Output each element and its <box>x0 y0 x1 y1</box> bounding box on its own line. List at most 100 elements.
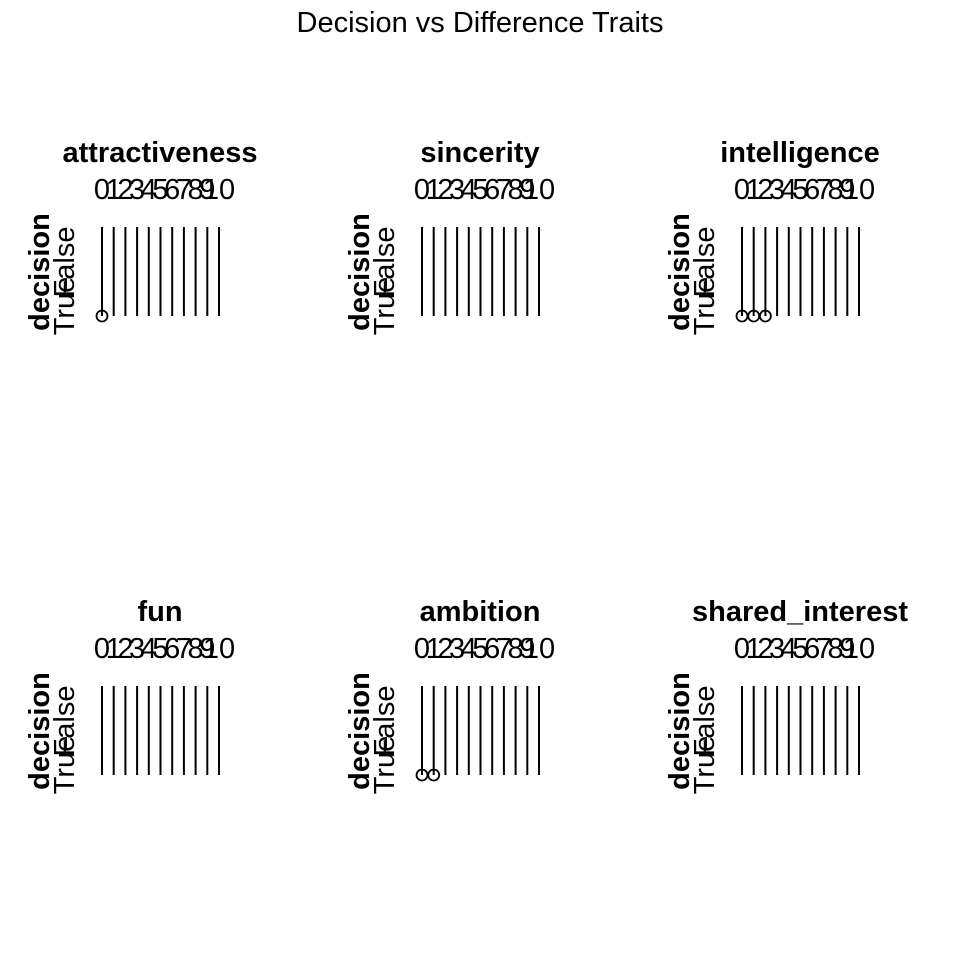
panel-title: ambition <box>420 596 541 628</box>
x-tick-label: 10 <box>203 174 235 206</box>
panel-title: sincerity <box>420 137 539 169</box>
x-tick-label: 0 <box>94 633 110 665</box>
x-tick-label: 1 <box>426 174 442 206</box>
y-tick-label: False <box>689 227 721 298</box>
x-tick-label: 7 <box>496 174 512 206</box>
x-tick-label: 2 <box>437 633 453 665</box>
x-tick-label: 1 <box>106 633 122 665</box>
x-tick-label: 3 <box>129 633 145 665</box>
y-tick-label: False <box>369 686 401 757</box>
x-tick-label: 10 <box>843 174 875 206</box>
x-tick-label: 6 <box>164 633 180 665</box>
y-axis-label: decision <box>24 672 56 790</box>
x-tick-label: 1 <box>426 633 442 665</box>
x-tick-label: 10 <box>523 633 555 665</box>
y-tick-label: True <box>369 277 401 336</box>
panel-title: fun <box>137 596 182 628</box>
x-tick-label: 5 <box>472 174 488 206</box>
x-tick-label: 2 <box>757 174 773 206</box>
y-tick-label: True <box>689 277 721 336</box>
y-axis-label: decision <box>344 213 376 331</box>
x-tick-label: 0 <box>94 174 110 206</box>
y-tick-label: False <box>49 686 81 757</box>
x-tick-label: 3 <box>449 633 465 665</box>
x-tick-label: 5 <box>152 174 168 206</box>
y-tick-label: False <box>689 686 721 757</box>
data-point <box>427 768 441 782</box>
x-tick-label: 9 <box>839 174 855 206</box>
x-tick-label: 1 <box>746 633 762 665</box>
x-tick-label: 9 <box>199 633 215 665</box>
x-tick-label: 6 <box>164 174 180 206</box>
x-tick-label: 0 <box>734 174 750 206</box>
data-point <box>759 309 772 323</box>
x-tick-label: 3 <box>769 174 785 206</box>
x-tick-label: 5 <box>472 633 488 665</box>
chart-title: Decision vs Difference Traits <box>297 7 664 39</box>
x-tick-label: 7 <box>176 633 192 665</box>
x-tick-label: 8 <box>828 633 844 665</box>
panel-title: shared_interest <box>692 596 908 628</box>
y-tick-label: True <box>49 736 81 795</box>
x-tick-label: 8 <box>508 174 524 206</box>
x-tick-label: 2 <box>757 633 773 665</box>
x-tick-label: 5 <box>792 633 808 665</box>
x-tick-label: 8 <box>508 633 524 665</box>
data-point <box>95 309 109 323</box>
x-tick-label: 5 <box>792 174 808 206</box>
y-tick-label: True <box>49 277 81 336</box>
y-tick-label: False <box>369 227 401 298</box>
y-tick-label: False <box>49 227 81 298</box>
x-tick-label: 9 <box>839 633 855 665</box>
x-tick-label: 10 <box>203 633 235 665</box>
x-tick-label: 4 <box>141 633 157 665</box>
x-tick-label: 9 <box>519 174 535 206</box>
x-tick-label: 0 <box>414 174 430 206</box>
x-tick-label: 7 <box>176 174 192 206</box>
x-tick-label: 0 <box>734 633 750 665</box>
x-tick-label: 4 <box>461 174 477 206</box>
x-tick-label: 3 <box>769 633 785 665</box>
y-axis-label: decision <box>344 672 376 790</box>
x-tick-label: 10 <box>843 633 875 665</box>
panel-title: intelligence <box>720 137 880 169</box>
y-axis-label: decision <box>664 672 696 790</box>
x-tick-label: 2 <box>117 633 133 665</box>
x-tick-label: 8 <box>188 174 204 206</box>
x-tick-label: 8 <box>188 633 204 665</box>
y-axis-label: decision <box>664 213 696 331</box>
panels: attractiveness012345678910decisionFalseT… <box>24 137 908 794</box>
x-tick-label: 7 <box>496 633 512 665</box>
x-tick-label: 10 <box>523 174 555 206</box>
x-tick-label: 4 <box>781 174 797 206</box>
x-tick-label: 2 <box>117 174 133 206</box>
x-tick-label: 9 <box>519 633 535 665</box>
x-tick-label: 7 <box>816 174 832 206</box>
x-tick-label: 2 <box>437 174 453 206</box>
x-tick-label: 4 <box>461 633 477 665</box>
x-tick-label: 6 <box>804 633 820 665</box>
x-tick-label: 4 <box>781 633 797 665</box>
x-tick-label: 9 <box>199 174 215 206</box>
x-tick-label: 7 <box>816 633 832 665</box>
x-tick-label: 1 <box>106 174 122 206</box>
x-tick-label: 0 <box>414 633 430 665</box>
x-tick-label: 6 <box>484 633 500 665</box>
y-axis-label: decision <box>24 213 56 331</box>
y-tick-label: True <box>369 736 401 795</box>
y-tick-label: True <box>689 736 721 795</box>
x-tick-label: 5 <box>152 633 168 665</box>
x-tick-label: 3 <box>449 174 465 206</box>
x-tick-label: 6 <box>484 174 500 206</box>
x-tick-label: 8 <box>828 174 844 206</box>
x-tick-label: 1 <box>746 174 762 206</box>
x-tick-label: 3 <box>129 174 145 206</box>
x-tick-label: 4 <box>141 174 157 206</box>
